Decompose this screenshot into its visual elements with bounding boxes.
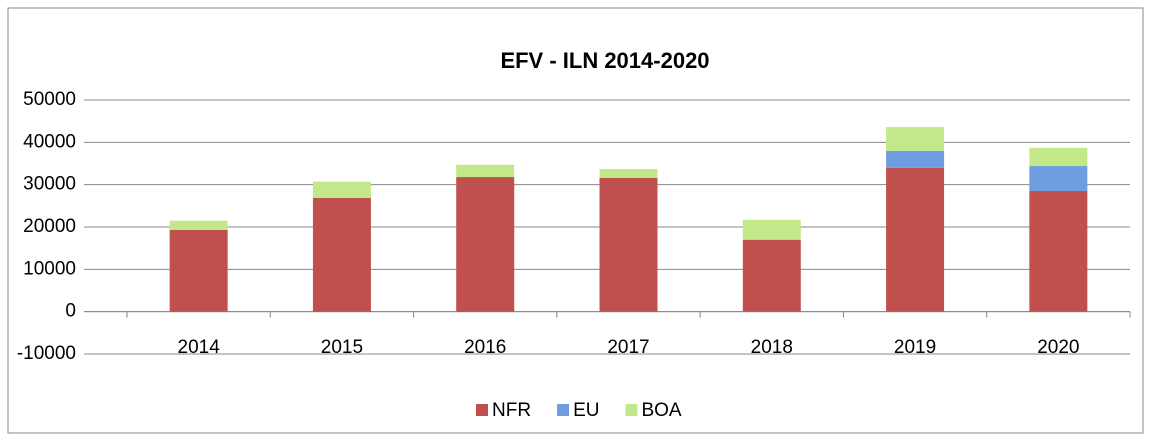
legend-swatch — [557, 404, 570, 416]
bar-segment — [886, 127, 945, 151]
bar-segment — [456, 177, 515, 312]
x-tick-label: 2019 — [894, 337, 936, 358]
bar-segment — [169, 229, 228, 312]
legend-swatch — [625, 404, 638, 416]
bar-segment — [456, 164, 515, 178]
chart-border — [7, 7, 1144, 434]
x-tick-label: 2016 — [464, 337, 506, 358]
bar-segment — [1029, 191, 1088, 312]
bar-segment — [312, 181, 371, 198]
bar-segment — [742, 219, 801, 240]
chart-title: EFV - ILN 2014-2020 — [500, 48, 709, 73]
legend-label: NFR — [492, 400, 531, 421]
bar-segment — [169, 220, 228, 230]
y-tick-label: 50000 — [23, 89, 76, 110]
legend-swatch — [476, 404, 488, 416]
legend-label: BOA — [641, 400, 681, 421]
y-tick-label: 20000 — [23, 216, 76, 237]
bar-segment — [742, 239, 801, 312]
bar-segment — [886, 150, 945, 168]
bar-segment — [599, 169, 658, 178]
y-tick-label: 0 — [65, 301, 76, 322]
x-tick-label: 2017 — [607, 337, 649, 358]
x-tick-label: 2020 — [1037, 337, 1079, 358]
bar-segment — [886, 167, 945, 312]
y-tick-label: 10000 — [23, 258, 76, 279]
bar-segment — [599, 177, 658, 312]
legend-label: EU — [573, 400, 599, 421]
x-tick-label: 2015 — [321, 337, 363, 358]
bar-segment — [1029, 166, 1088, 192]
y-tick-label: 30000 — [23, 174, 76, 195]
bar-segment — [312, 197, 371, 312]
bar-segment — [1029, 147, 1088, 167]
y-tick-label: 40000 — [23, 131, 76, 152]
x-tick-label: 2014 — [178, 337, 221, 358]
x-tick-label: 2018 — [751, 337, 793, 358]
y-tick-label: -10000 — [17, 343, 76, 364]
